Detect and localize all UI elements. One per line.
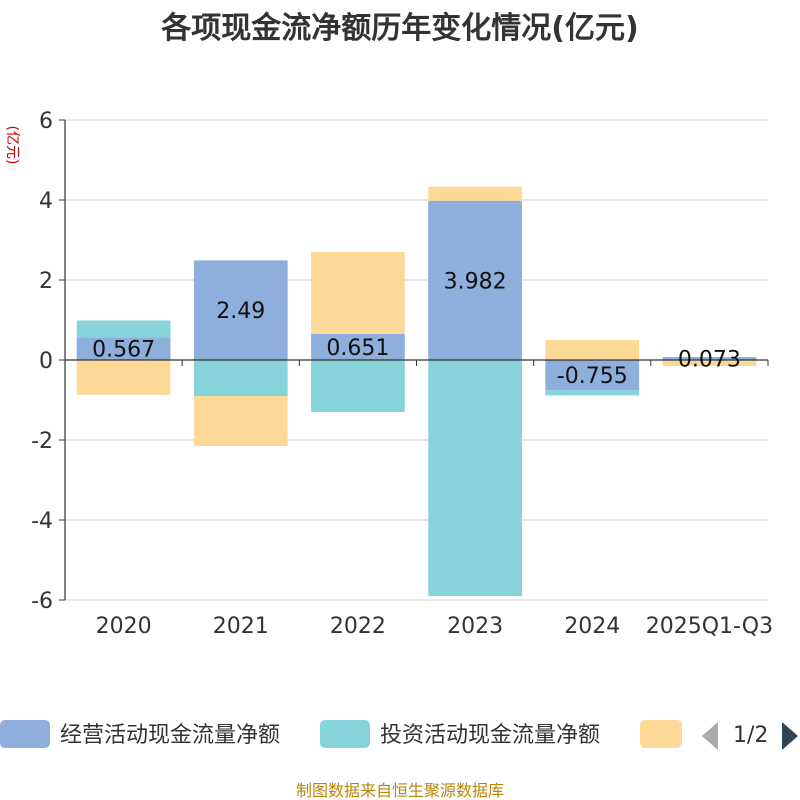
bar-financing-2023[interactable] [428, 186, 522, 201]
bars [76, 186, 757, 596]
legend-prev-page-icon[interactable] [702, 722, 718, 750]
bar-investing-2022[interactable] [311, 360, 405, 412]
bar-operating-2025Q1-Q3[interactable] [662, 357, 757, 360]
x-tick-label-2023: 2023 [447, 614, 503, 639]
y-tick-label-4: 4 [39, 189, 53, 214]
bar-operating-2024[interactable] [545, 360, 640, 391]
bar-operating-2022[interactable] [311, 333, 405, 360]
y-tick-label--4: -4 [31, 509, 53, 534]
data-label-operating-2020: 0.567 [92, 338, 155, 363]
data-label-operating-2024: -0.755 [557, 364, 628, 389]
x-tick-label-2025Q1-Q3: 2025Q1-Q3 [646, 614, 773, 639]
y-tick-label--2: -2 [31, 429, 53, 454]
legend-swatch-operating [0, 720, 50, 748]
bar-financing-2025Q1-Q3[interactable] [662, 360, 757, 366]
legend-label-investing: 投资活动现金流量净额 [380, 723, 600, 748]
legend: 经营活动现金流量净额 投资活动现金流量净额 1/2 [0, 720, 798, 750]
data-label-operating-2022: 0.651 [326, 336, 389, 361]
y-tick-label--6: -6 [31, 589, 53, 614]
x-tick-label-2020: 2020 [96, 614, 152, 639]
bar-investing-2020[interactable] [76, 320, 171, 338]
y-tick-label-0: 0 [39, 349, 53, 374]
legend-swatch-financing [640, 720, 682, 748]
data-label-operating-2025Q1-Q3: 0.073 [678, 348, 741, 373]
legend-item-investing[interactable]: 投资活动现金流量净额 [320, 720, 600, 748]
bar-operating-2023[interactable] [428, 200, 522, 360]
grid-lines [65, 119, 768, 601]
chart-title: 各项现金流净额历年变化情况(亿元) [160, 11, 638, 46]
legend-item-operating[interactable]: 经营活动现金流量净额 [0, 720, 280, 748]
bar-financing-2024[interactable] [545, 340, 640, 360]
legend-page-indicator: 1/2 [733, 723, 768, 748]
bar-investing-2024[interactable] [545, 390, 640, 396]
bar-investing-2021[interactable] [193, 360, 288, 396]
y-tick-label-2: 2 [39, 269, 53, 294]
y-tick-label-6: 6 [39, 109, 53, 134]
legend-item-financing[interactable] [640, 720, 682, 748]
x-tick-label-2021: 2021 [213, 614, 269, 639]
bar-financing-2022[interactable] [311, 251, 405, 334]
bar-investing-2023[interactable] [428, 360, 522, 596]
bar-operating-2021[interactable] [193, 260, 288, 360]
x-tick-label-2022: 2022 [330, 614, 386, 639]
legend-swatch-investing [320, 720, 370, 748]
bar-operating-2020[interactable] [76, 337, 171, 360]
data-label-operating-2023: 3.982 [444, 269, 507, 294]
data-label-operating-2021: 2.49 [216, 299, 265, 324]
axes: -6 -4 -2 0 2 4 6 [31, 109, 769, 614]
legend-label-operating: 经营活动现金流量净额 [60, 723, 280, 748]
bar-financing-2020[interactable] [76, 360, 171, 395]
bar-financing-2021[interactable] [193, 396, 288, 446]
legend-next-page-icon[interactable] [782, 722, 798, 750]
x-tick-label-2024: 2024 [564, 614, 620, 639]
source-note: 制图数据来自恒生聚源数据库 [296, 781, 504, 800]
data-labels: 2020 2021 2022 2023 2024 2025Q1-Q3 0.567 2.49 0.… [92, 269, 773, 639]
y-axis-unit-label: (亿元) [4, 126, 20, 165]
